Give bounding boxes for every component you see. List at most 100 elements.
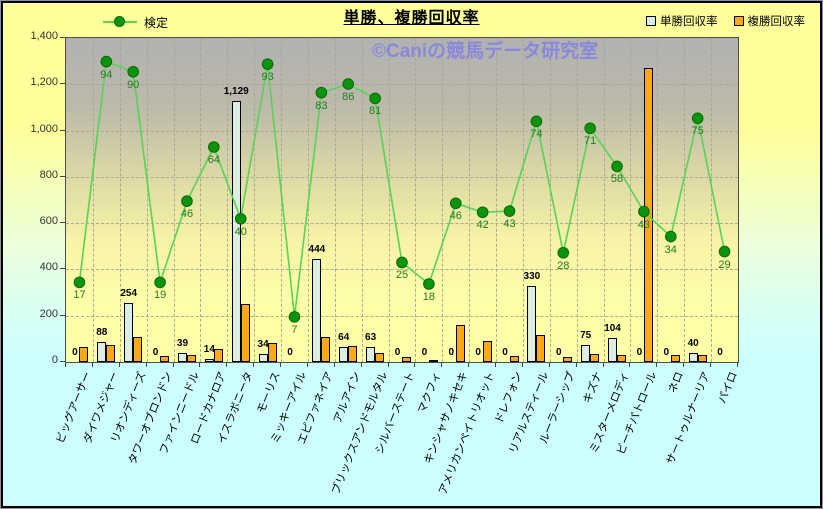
marker-value-label: 29 [718,258,731,271]
legend-bars: 単勝回収率 複勝回収率 [646,13,805,29]
data-point-marker [127,65,139,78]
bar-value-label: 0 [502,347,508,358]
v-gridline [388,38,390,362]
data-point-marker [181,195,193,207]
fukusho-bar [482,341,492,362]
data-point-marker [261,58,274,70]
marker-value-label: 93 [261,71,274,84]
fukusho-bar [213,349,223,362]
h-gridline [66,84,738,86]
v-gridline [630,38,632,362]
marker-value-label: 7 [291,323,298,336]
marker-value-label: 81 [368,105,382,118]
tansho-bar [688,353,698,362]
tansho-bar [177,353,187,362]
x-axis-tick [521,362,523,367]
x-axis-tick [91,362,93,367]
x-axis-tick [495,362,497,367]
data-point-marker [584,122,596,135]
tansho-bar [124,303,134,362]
x-axis-tick [737,362,738,367]
fukusho-bar [428,360,438,362]
data-point-marker [288,311,301,323]
data-point-marker [369,92,381,105]
fukusho-bar [536,335,546,362]
x-axis-tick [199,362,201,367]
marker-value-label: 17 [73,289,86,302]
y-axis-tick-label: 1,400 [30,30,58,42]
marker-value-label: 19 [153,289,167,302]
bar-value-label: 40 [687,338,699,349]
bar-value-label: 63 [365,332,377,343]
fukusho-bar [670,355,680,362]
watermark-text: ©Caniの競馬データ研究室 [372,41,599,62]
legend-fukusho: 複勝回収率 [733,13,805,29]
fukusho-bar [509,356,519,362]
x-axis-tick [468,362,470,367]
v-gridline [711,38,713,362]
v-gridline [173,38,175,362]
v-gridline [549,38,551,362]
tansho-bar [97,342,107,362]
tansho-bar [204,359,214,362]
y-axis-tick [60,361,65,362]
y-axis-tick-label: 1,000 [30,122,58,135]
data-point-marker [208,141,220,153]
marker-value-label: 83 [315,99,328,112]
bar-value-label: 104 [604,323,621,334]
x-axis-tick [602,362,604,367]
marker-value-label: 94 [100,68,113,81]
bar-value-label: 0 [717,347,723,358]
tansho-bar [231,101,241,362]
x-axis-tick [387,362,389,367]
marker-value-label: 43 [503,218,516,231]
bar-value-label: 1,129 [223,86,249,97]
x-axis-tick [306,362,308,367]
fukusho-bar [186,355,196,362]
data-point-marker [100,55,113,68]
marker-value-label: 90 [127,78,140,91]
tansho-bar [366,347,376,362]
h-gridline [66,130,738,132]
bar-value-label: 34 [257,339,269,350]
x-axis-tick [575,362,577,367]
bar-value-label: 254 [120,288,138,299]
fukusho-bar [133,337,143,362]
v-gridline [469,38,471,362]
h-gridline [66,176,738,178]
fukusho-bar [455,325,465,362]
tansho-bar [581,345,591,362]
y-axis-tick-label: 800 [39,168,58,181]
marker-value-label: 64 [207,154,220,166]
chart-title: 単勝、複勝回収率 [343,10,480,27]
data-point-marker [611,160,623,173]
marker-value-label: 40 [234,225,247,238]
tansho-bar [608,338,618,362]
y-axis-tick-label: 0 [51,354,58,366]
x-axis-tick [360,362,362,367]
v-gridline [576,38,578,362]
bar-value-label: 14 [203,344,215,355]
x-axis-tick [548,362,550,367]
legend-kentei-label: 検定 [144,15,169,30]
y-axis-tick-label: 1,200 [30,76,58,89]
data-point-marker [503,205,516,217]
v-gridline [522,38,524,362]
v-gridline [254,38,256,362]
x-axis-tick [253,362,255,367]
v-gridline [496,38,498,362]
bar-value-label: 75 [580,330,592,341]
v-gridline [442,38,444,362]
y-axis-tick-label: 600 [39,215,58,228]
y-axis-tick [60,129,65,131]
fukusho-bar [348,346,358,362]
marker-value-label: 71 [584,135,597,148]
data-point-marker [638,205,650,218]
bar-value-label: 39 [176,338,189,349]
v-gridline [684,38,686,362]
legend-tansho: 単勝回収率 [646,13,718,29]
data-point-marker [315,86,328,99]
data-point-marker [718,245,731,258]
marker-value-label: 42 [476,219,489,232]
x-axis-tick [65,362,66,367]
